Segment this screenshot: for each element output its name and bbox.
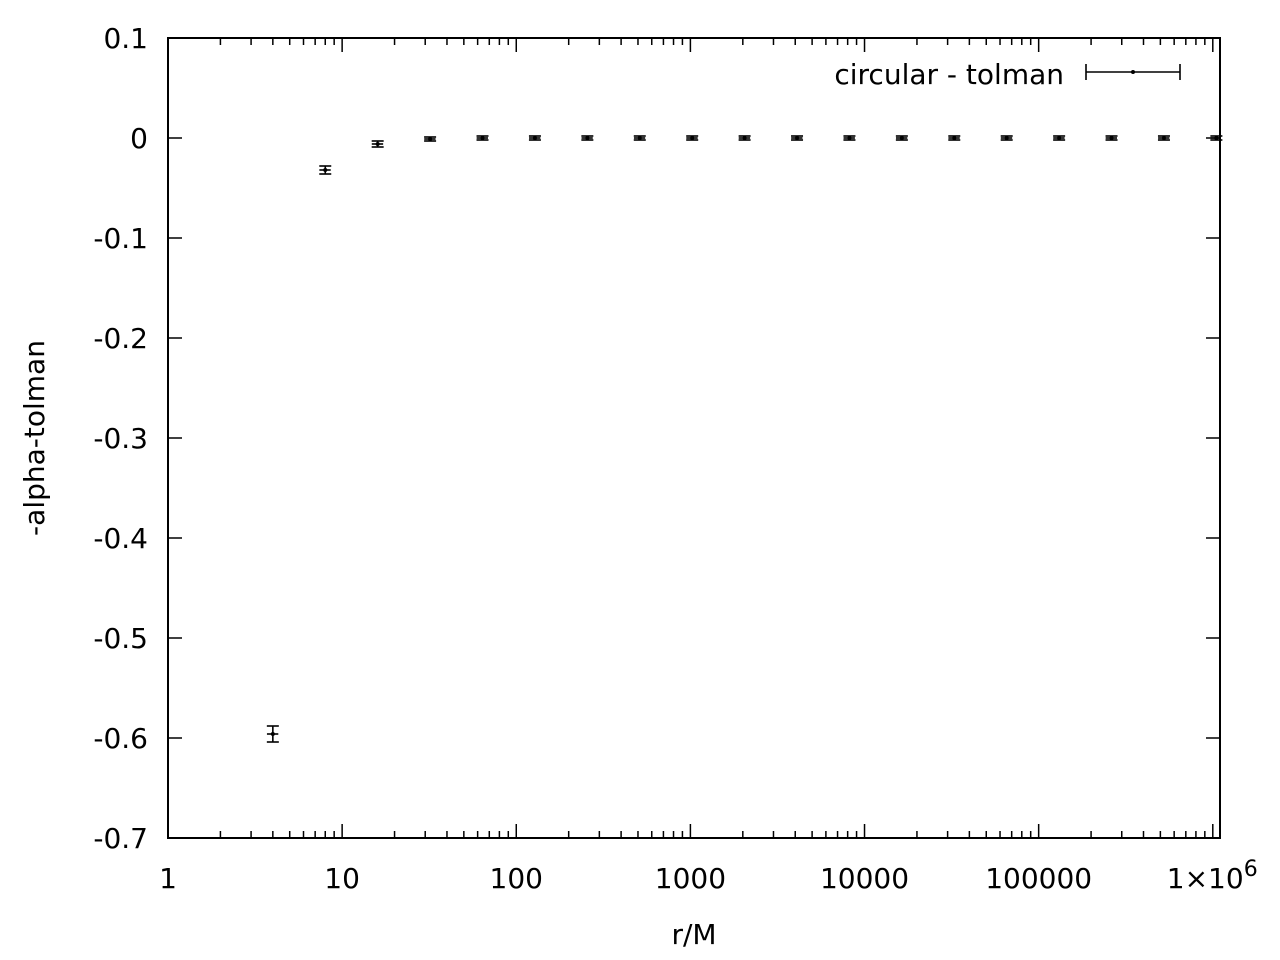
point-marker [952,136,957,140]
legend: circular - tolman [834,58,1181,91]
point-marker [795,136,800,140]
y-tick-label: -0.3 [93,422,148,455]
y-axis-label: -alpha-tolman [18,340,51,536]
point-marker [690,136,695,140]
x-tick-labels: 1 10 100 1000 10000 100000 1×106 [159,857,1258,895]
point-marker [270,732,275,736]
y-tick-label: -0.5 [93,622,148,655]
x-tick-label: 100000 [985,862,1092,895]
point-marker [637,136,642,140]
x-axis-label: r/M [671,918,716,951]
data-point [266,725,279,743]
point-marker [480,136,485,140]
point-marker [899,136,904,140]
data-point [581,135,594,141]
y-tick-label: 0.1 [103,22,148,55]
point-marker [742,136,747,140]
x-tick-label: 10 [324,862,360,895]
point-marker [428,137,433,141]
y-tick-label: -0.7 [93,822,148,855]
x-tick-label: 1 [159,862,177,895]
x-tick-label: 1000 [655,862,726,895]
data-point [895,135,908,141]
point-marker [1004,136,1009,140]
data-point [948,135,961,141]
plot-frame [167,37,1221,839]
y-tick-label: -0.1 [93,222,148,255]
x-tick-label: 10000 [820,862,909,895]
data-point [528,135,541,141]
point-marker [532,136,537,140]
data-point [1053,135,1066,141]
axis-ticks [167,37,1220,839]
legend-sample [1085,64,1181,80]
y-tick-labels: 0.1 0 -0.1 -0.2 -0.3 -0.4 -0.5 -0.6 -0.7 [93,22,148,855]
data-point [319,165,332,175]
point-marker [585,136,590,140]
data-points [266,135,1223,743]
point-marker [847,136,852,140]
point-marker [375,142,380,146]
data-point [371,140,384,148]
y-tick-label: -0.2 [93,322,148,355]
y-tick-label: 0 [130,122,148,155]
y-tick-label: -0.4 [93,522,148,555]
data-point [1105,135,1118,141]
data-point [843,135,856,141]
point-marker [1057,136,1062,140]
x-tick-label: 100 [490,862,543,895]
legend-marker [1131,70,1135,74]
point-marker [1161,136,1166,140]
legend-label: circular - tolman [834,58,1064,91]
point-marker [1109,136,1114,140]
y-tick-label: -0.6 [93,722,148,755]
data-point [476,135,489,141]
x-tick-label: 1×106 [1167,857,1258,895]
data-point [738,135,751,141]
data-point [424,136,437,142]
data-point [686,135,699,141]
data-point [633,135,646,141]
data-point [1157,135,1170,141]
data-point [791,135,804,141]
point-marker [323,168,328,172]
point-marker [1214,136,1219,140]
data-point [1000,135,1013,141]
